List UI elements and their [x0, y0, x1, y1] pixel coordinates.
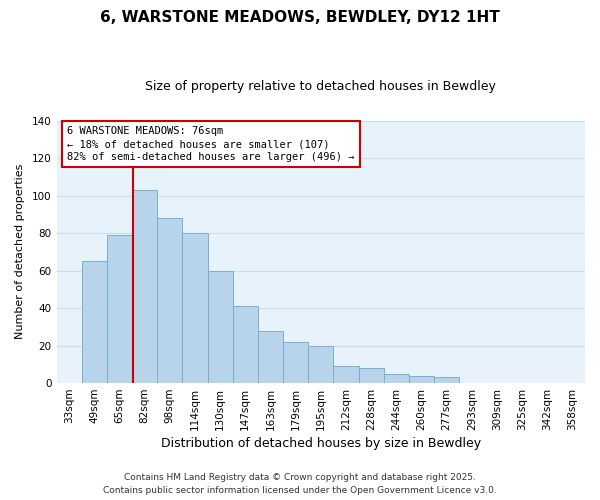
Bar: [208, 270, 233, 383]
Bar: [233, 306, 258, 383]
X-axis label: Distribution of detached houses by size in Bewdley: Distribution of detached houses by size …: [161, 437, 481, 450]
Bar: [308, 346, 334, 383]
Y-axis label: Number of detached properties: Number of detached properties: [15, 164, 25, 340]
Bar: [157, 218, 182, 383]
Text: 6 WARSTONE MEADOWS: 76sqm
← 18% of detached houses are smaller (107)
82% of semi: 6 WARSTONE MEADOWS: 76sqm ← 18% of detac…: [67, 126, 355, 162]
Bar: [82, 261, 107, 383]
Bar: [359, 368, 383, 383]
Bar: [434, 378, 459, 383]
Bar: [107, 235, 132, 383]
Bar: [334, 366, 359, 383]
Bar: [383, 374, 409, 383]
Bar: [283, 342, 308, 383]
Bar: [182, 233, 208, 383]
Bar: [258, 330, 283, 383]
Title: Size of property relative to detached houses in Bewdley: Size of property relative to detached ho…: [145, 80, 496, 93]
Bar: [409, 376, 434, 383]
Text: Contains HM Land Registry data © Crown copyright and database right 2025.
Contai: Contains HM Land Registry data © Crown c…: [103, 474, 497, 495]
Bar: [132, 190, 157, 383]
Text: 6, WARSTONE MEADOWS, BEWDLEY, DY12 1HT: 6, WARSTONE MEADOWS, BEWDLEY, DY12 1HT: [100, 10, 500, 25]
